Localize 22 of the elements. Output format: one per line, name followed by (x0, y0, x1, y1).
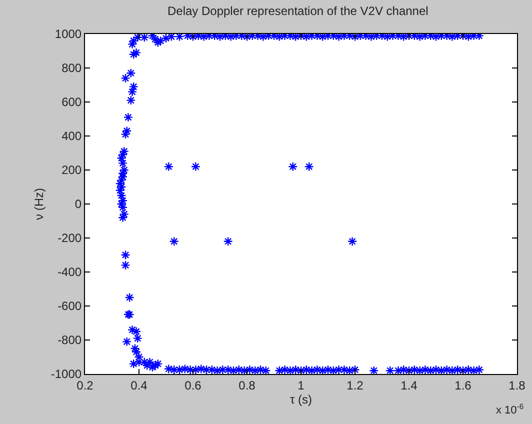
y-tick-label: -800 (58, 333, 82, 348)
y-tick-label: 600 (62, 95, 82, 110)
x-tick-label: 0.6 (184, 378, 202, 392)
y-tick-label: -600 (58, 299, 82, 314)
x-tick-label: 1.4 (400, 378, 418, 392)
x-tick-label: 1.6 (454, 378, 472, 392)
x-tick-label: 0.4 (130, 378, 148, 392)
y-axis-title: ν (Hz) (32, 188, 46, 220)
x-axis-title: τ (s) (290, 392, 312, 406)
y-tick-label: 1000 (54, 27, 82, 42)
y-tick-label: 800 (62, 61, 82, 76)
text: x 10$^{-6}$ (496, 402, 524, 417)
y-tick-label: 400 (62, 129, 82, 144)
x-tick-label: 0.8 (238, 378, 256, 392)
x-tick-label: 1.2 (346, 378, 364, 392)
y-tick-label: -200 (58, 231, 82, 246)
x-tick-label: 1 (298, 378, 305, 392)
x-tick-label: 1.8 (508, 378, 526, 392)
y-tick-label: -400 (58, 265, 82, 280)
y-tick-label: 0 (74, 197, 82, 212)
chart-title: Delay Doppler representation of the V2V channel (168, 4, 428, 18)
y-tick-label: 200 (62, 163, 82, 178)
